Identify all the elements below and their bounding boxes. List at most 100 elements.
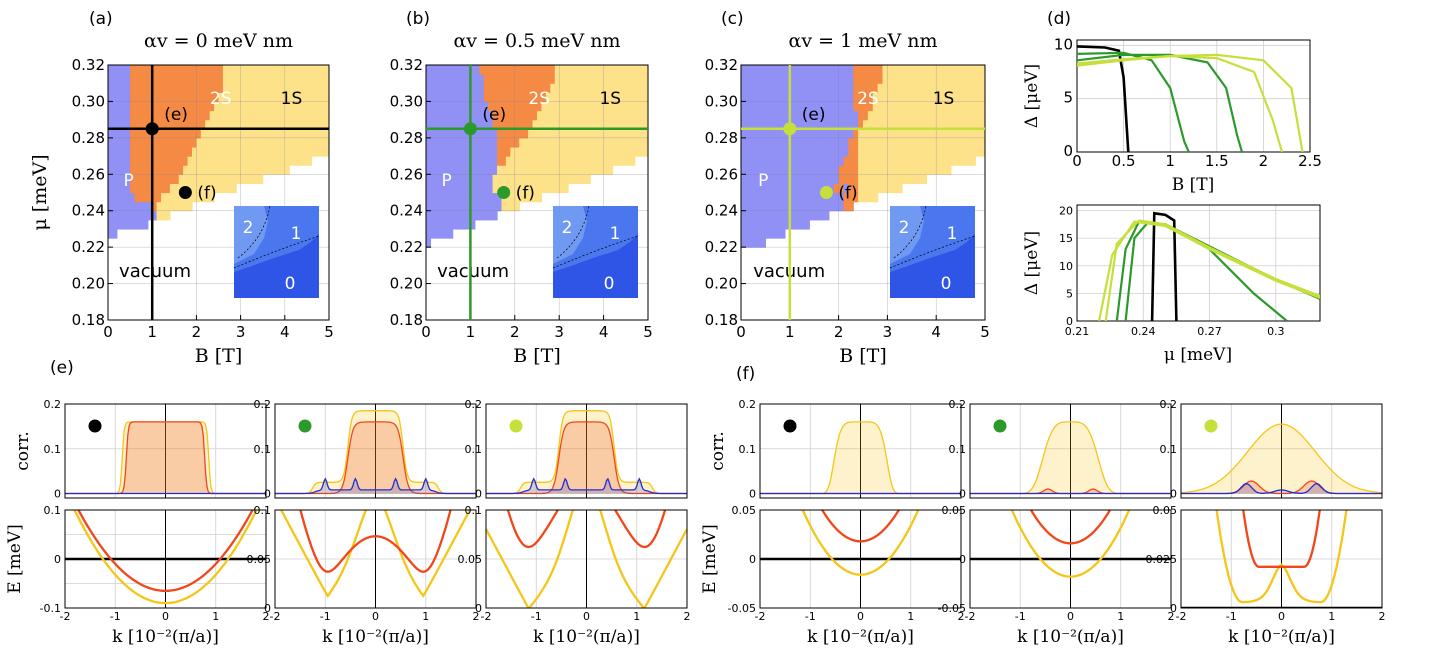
phase-cell <box>892 110 898 121</box>
phase-cell <box>608 156 614 166</box>
phase-cell <box>599 156 605 166</box>
phase-cell <box>745 119 752 130</box>
phase-cell <box>457 110 463 121</box>
phase-cell <box>931 110 937 121</box>
phase-cell <box>819 110 825 121</box>
phase-cell <box>275 156 281 166</box>
phase-cell <box>116 156 122 166</box>
phase-cell <box>222 183 228 194</box>
phase-cell <box>183 201 189 212</box>
phase-cell <box>563 83 569 93</box>
y-tick-label: 20 <box>1059 205 1073 218</box>
phase-cell <box>789 183 796 194</box>
phase-cell <box>209 110 215 121</box>
y-tick-label: 0.18 <box>390 311 423 329</box>
phase-cell <box>770 165 776 175</box>
phase-cell <box>143 174 149 184</box>
phase-cell <box>174 65 180 75</box>
phase-cell <box>112 228 118 239</box>
phase-cell <box>916 137 923 148</box>
phase-cell <box>833 110 840 121</box>
phase-cell <box>465 92 471 103</box>
phase-cell <box>945 146 952 157</box>
y-tick-label: 0.26 <box>390 165 423 183</box>
phase-cell <box>760 74 766 84</box>
phase-cell <box>519 128 525 139</box>
y-tick-label: 0.24 <box>72 202 105 220</box>
phase-cell <box>572 92 578 103</box>
phase-cell <box>809 83 815 93</box>
phase-cell <box>183 156 189 166</box>
y-tick-label: 0.05 <box>732 504 757 517</box>
phase-cell <box>858 65 864 75</box>
phase-cell <box>585 65 591 75</box>
phase-cell <box>770 74 776 84</box>
phase-cell <box>941 137 947 148</box>
phase-cell <box>147 165 153 175</box>
phase-cell <box>200 183 206 194</box>
series-line <box>1077 45 1130 152</box>
x-tick-label: 2.5 <box>1298 152 1322 170</box>
phase-cell <box>965 65 971 75</box>
phase-cell <box>882 183 888 194</box>
phase-cell <box>603 156 609 166</box>
phase-cell <box>887 137 893 148</box>
y-tick-label: 0 <box>475 488 482 501</box>
y-axis-label: corr. <box>13 431 33 471</box>
band-column-5-2: 00.10.200.050.1-2 -1 0 1 2k [10⁻²(π/a)] <box>458 398 691 647</box>
phase-cell <box>470 146 476 157</box>
phase-cell <box>581 74 587 84</box>
phase-cell <box>218 110 224 121</box>
phase-cell <box>262 83 268 93</box>
phase-cell <box>537 110 543 121</box>
phase-cell <box>125 183 131 194</box>
phase-cell <box>191 183 197 194</box>
phase-cell <box>116 192 122 203</box>
phase-cell <box>926 128 932 139</box>
phase-cell <box>828 83 835 93</box>
phase-cell <box>479 146 485 157</box>
phase-cell <box>528 92 534 103</box>
phase-cell <box>209 165 215 175</box>
phase-cell <box>519 74 525 84</box>
phase-cell <box>452 201 458 212</box>
phase-cell <box>550 101 556 112</box>
phase-cell <box>887 101 893 112</box>
x-tick-label: 1.5 <box>1205 152 1229 170</box>
phase-cell <box>470 110 476 121</box>
phase-cell <box>843 165 849 175</box>
phase-cell <box>541 137 547 148</box>
phase-cell <box>572 74 578 84</box>
phase-cell <box>439 110 445 121</box>
phase-cell <box>138 183 144 194</box>
y-tick-label: -0.05 <box>938 602 966 615</box>
phase-cell <box>505 83 511 93</box>
phase-cell <box>249 137 255 148</box>
phase-cell <box>245 92 251 103</box>
phase-cell <box>955 92 962 103</box>
phase-cell <box>545 137 551 148</box>
phase-cell <box>205 137 211 148</box>
phase-cell <box>936 146 942 157</box>
phase-cell <box>497 201 503 212</box>
phase-cell <box>488 128 494 139</box>
phase-cell <box>280 65 286 75</box>
phase-cell <box>439 183 445 194</box>
phase-cell <box>877 101 884 112</box>
corr-line <box>275 477 476 495</box>
phase-cell <box>760 219 766 230</box>
phase-cell <box>882 65 888 75</box>
phase-cell <box>941 156 947 166</box>
phase-cell <box>563 101 569 112</box>
phase-cell <box>236 156 242 166</box>
phase-cell <box>625 92 631 103</box>
phase-cell <box>448 74 454 84</box>
phase-cell <box>843 92 849 103</box>
phase-cell <box>196 110 202 121</box>
phase-cell <box>897 174 903 184</box>
phase-cell <box>474 156 480 166</box>
phase-cell <box>563 165 569 175</box>
phase-cell <box>488 165 494 175</box>
phase-cell <box>970 92 976 103</box>
phase-cell <box>794 83 801 93</box>
